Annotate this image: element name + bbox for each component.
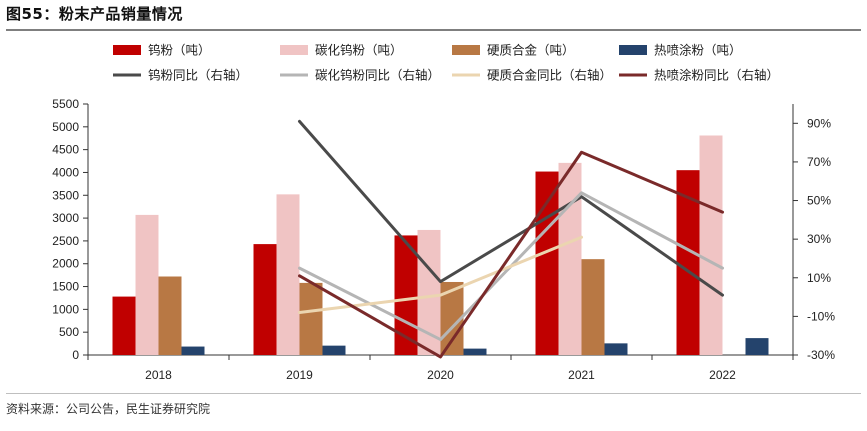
legend-label: 热喷涂粉同比（右轴） <box>654 68 779 83</box>
bar <box>558 162 582 355</box>
source-rule <box>6 393 861 394</box>
x-axis-tick-label: 2021 <box>568 368 595 382</box>
right-axis-tick-label: 30% <box>807 232 831 246</box>
legend-label: 钨粉同比（右轴） <box>148 68 248 83</box>
legend-label: 热喷涂粉（吨） <box>654 43 742 58</box>
legend-swatch <box>619 45 647 55</box>
left-axis-tick-label: 5500 <box>52 97 79 111</box>
bar <box>112 296 136 355</box>
bar <box>745 338 769 355</box>
bar <box>276 194 300 355</box>
right-axis-tick-label: -10% <box>807 309 835 323</box>
bar <box>581 259 605 355</box>
right-axis-tick-label: 90% <box>807 116 831 130</box>
bar <box>676 170 700 355</box>
legend-swatch <box>113 45 141 55</box>
title-rule <box>6 29 861 31</box>
x-axis-tick-label: 2022 <box>709 368 736 382</box>
left-axis-tick-label: 1000 <box>52 302 79 316</box>
x-axis-tick-label: 2019 <box>286 368 313 382</box>
figure-title: 图55：粉末产品销量情况 <box>6 5 183 23</box>
right-axis-tick-label: 10% <box>807 271 831 285</box>
bar <box>535 171 559 355</box>
left-axis-tick-label: 3500 <box>52 188 79 202</box>
legend-label: 钨粉（吨） <box>148 43 211 58</box>
bar <box>604 343 628 355</box>
left-axis-tick-label: 2000 <box>52 257 79 271</box>
series-line <box>298 150 724 359</box>
x-axis-tick-label: 2020 <box>427 368 454 382</box>
left-axis-tick-label: 5000 <box>52 120 79 134</box>
bar <box>322 345 346 355</box>
bar <box>463 348 487 355</box>
right-axis-tick-label: 50% <box>807 194 831 208</box>
left-axis-tick-label: 4000 <box>52 165 79 179</box>
x-axis-tick-label: 2018 <box>145 368 172 382</box>
right-axis-tick-label: -30% <box>807 348 835 362</box>
bar <box>181 346 205 355</box>
left-axis-tick-label: 3000 <box>52 211 79 225</box>
left-axis-tick-label: 1500 <box>52 280 79 294</box>
bar <box>135 214 159 355</box>
bar <box>699 135 723 355</box>
bar <box>299 282 323 355</box>
left-axis-tick-label: 500 <box>59 325 79 339</box>
left-axis-tick-label: 2500 <box>52 234 79 248</box>
legend-label: 碳化钨粉（吨） <box>315 43 403 58</box>
legend-swatch <box>280 45 308 55</box>
bar <box>253 244 277 355</box>
bar <box>440 281 464 355</box>
left-axis-tick-label: 4500 <box>52 143 79 157</box>
legend-label: 硬质合金（吨） <box>487 43 575 58</box>
legend-label: 碳化钨粉同比（右轴） <box>315 68 440 83</box>
series-line <box>298 119 724 297</box>
left-axis-tick-label: 0 <box>72 348 79 362</box>
right-axis-tick-label: 70% <box>807 155 831 169</box>
legend-label: 硬质合金同比（右轴） <box>487 68 612 83</box>
bar <box>158 276 182 355</box>
legend-swatch <box>452 45 480 55</box>
series-line <box>298 235 583 315</box>
source-note: 资料来源：公司公告，民生证券研究院 <box>6 402 211 416</box>
